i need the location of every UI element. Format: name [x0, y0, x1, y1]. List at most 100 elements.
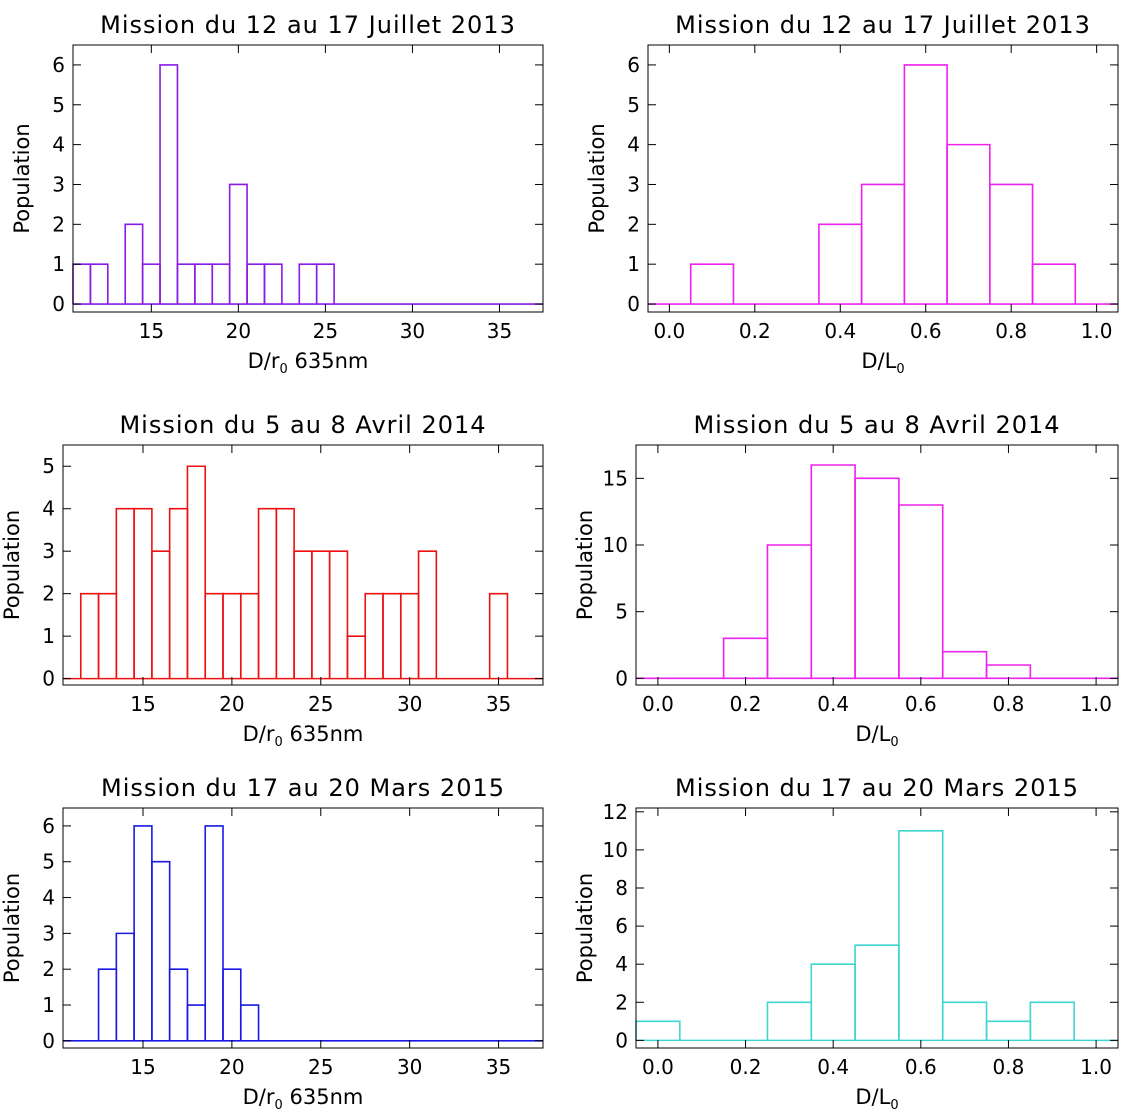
histogram-bar — [89, 263, 109, 305]
y-tick-label: 5 — [615, 600, 628, 624]
histogram-bar — [124, 223, 144, 305]
y-tick-label: 0 — [615, 1028, 628, 1052]
histogram-panel-3: 15 20 25 30 35 0 1 2 3 4 5 Mission du 5 au 8 Avril … — [0, 411, 544, 750]
x-tick-label: 0.4 — [817, 692, 849, 716]
histogram-bar — [315, 263, 335, 305]
histogram-bar — [97, 968, 118, 1041]
y-tick-label: 3 — [52, 172, 65, 196]
x-tick-label: 0.4 — [824, 319, 856, 343]
y-tick-label: 3 — [42, 539, 55, 563]
y-tick-label: 6 — [42, 814, 55, 838]
histogram-bar — [246, 263, 266, 305]
y-tick-label: 8 — [615, 876, 628, 900]
y-tick-label: 5 — [52, 93, 65, 117]
histogram-bar — [985, 1020, 1032, 1041]
histogram-bar — [854, 944, 900, 1041]
x-axis-label: D/L0 — [861, 349, 904, 377]
histogram-bar — [898, 830, 944, 1041]
x-tick-label: 35 — [486, 1055, 511, 1079]
histogram-panel-6: 0.0 0.2 0.4 0.6 0.8 1.0 0 2 4 6 8 10 12 Mission du 17… — [573, 774, 1119, 1113]
plot-frame — [635, 444, 1119, 686]
plot-frame — [72, 44, 544, 313]
y-tick-label: 0 — [42, 1029, 55, 1053]
panel-title: Mission du 5 au 8 Avril 2014 — [693, 411, 1060, 439]
histogram-bar — [941, 650, 988, 679]
histogram-panel-4: 0.0 0.2 0.4 0.6 0.8 1.0 0 5 10 15 Mission du 5 au … — [573, 411, 1119, 750]
x-tick-label: 1.0 — [1080, 1055, 1112, 1079]
histogram-bar — [1031, 263, 1077, 305]
histogram-bar — [133, 825, 153, 1041]
histogram-bar — [186, 465, 207, 679]
histogram-bar — [204, 825, 224, 1041]
histogram-bar — [328, 550, 349, 679]
histogram-panel-1: 15 20 25 30 35 0 1 2 3 4 5 6 Mission du 12 au 17 Jui… — [10, 11, 544, 377]
histogram-bar — [898, 504, 944, 679]
histogram-bar — [151, 550, 171, 679]
histogram-bar — [194, 263, 214, 305]
histogram-bar — [141, 263, 161, 305]
histogram-bar — [186, 1004, 207, 1041]
x-tick-label: 15 — [139, 319, 164, 343]
y-tick-label: 2 — [627, 212, 640, 236]
y-tick-label: 10 — [603, 533, 628, 557]
x-tick-label: 0.2 — [730, 1055, 762, 1079]
y-tick-label: 5 — [42, 850, 55, 874]
histogram-bar — [818, 223, 863, 305]
x-tick-label: 30 — [397, 692, 422, 716]
histogram-bar — [860, 183, 906, 305]
y-tick-label: 6 — [52, 53, 65, 77]
histogram-bar — [239, 592, 260, 679]
histogram-bar — [211, 263, 231, 305]
histogram-bar — [488, 592, 509, 679]
histogram-bar — [263, 263, 283, 305]
y-tick-label: 12 — [603, 800, 628, 824]
histogram-bar — [941, 1001, 988, 1041]
y-tick-label: 1 — [52, 252, 65, 276]
histogram-panel-2: 0.0 0.2 0.4 0.6 0.8 1.0 0 1 2 3 4 5 6 Mission du 12 a… — [585, 11, 1119, 377]
histogram-bar — [228, 183, 248, 305]
x-tick-label: 0.8 — [993, 1055, 1025, 1079]
histogram-bar — [204, 592, 224, 679]
histogram-bar — [399, 592, 420, 679]
y-tick-label: 0 — [52, 292, 65, 316]
histogram-bar — [239, 1004, 260, 1041]
histogram-bar — [989, 183, 1034, 305]
y-axis-label: Population — [573, 873, 597, 983]
y-tick-label: 1 — [627, 252, 640, 276]
x-axis-label: D/r0 635nm — [243, 1085, 364, 1113]
y-tick-label: 15 — [603, 466, 628, 490]
y-tick-label: 3 — [42, 921, 55, 945]
x-tick-label: 35 — [486, 692, 511, 716]
y-tick-label: 5 — [42, 454, 55, 478]
x-tick-label: 0.0 — [642, 692, 674, 716]
x-tick-label: 15 — [130, 692, 155, 716]
x-tick-label: 20 — [219, 692, 244, 716]
y-tick-label: 2 — [42, 957, 55, 981]
x-tick-label: 0.2 — [739, 319, 771, 343]
x-tick-label: 25 — [308, 1055, 333, 1079]
y-tick-label: 10 — [603, 838, 628, 862]
x-tick-label: 20 — [226, 319, 251, 343]
histogram-bar — [222, 968, 242, 1041]
panel-title: Mission du 12 au 17 Juillet 2013 — [675, 11, 1091, 39]
y-tick-label: 4 — [42, 497, 55, 521]
x-tick-label: 1.0 — [1081, 319, 1113, 343]
y-axis-label: Population — [573, 510, 597, 620]
x-tick-label: 0.6 — [910, 319, 942, 343]
y-tick-label: 0 — [627, 292, 640, 316]
y-tick-label: 4 — [627, 133, 640, 157]
y-tick-label: 4 — [615, 952, 628, 976]
y-tick-label: 5 — [627, 93, 640, 117]
x-axis-label: D/r0 635nm — [248, 349, 369, 377]
histogram-bar — [293, 550, 313, 679]
plot-frame — [62, 807, 544, 1049]
histogram-bar — [766, 1001, 813, 1041]
x-tick-label: 25 — [308, 692, 333, 716]
y-tick-label: 1 — [42, 993, 55, 1017]
histogram-bar — [72, 263, 92, 305]
x-tick-label: 30 — [397, 1055, 422, 1079]
x-tick-label: 0.2 — [730, 692, 762, 716]
histogram-bar — [311, 550, 331, 679]
x-tick-label: 15 — [130, 1055, 155, 1079]
histogram-bar — [115, 932, 135, 1041]
